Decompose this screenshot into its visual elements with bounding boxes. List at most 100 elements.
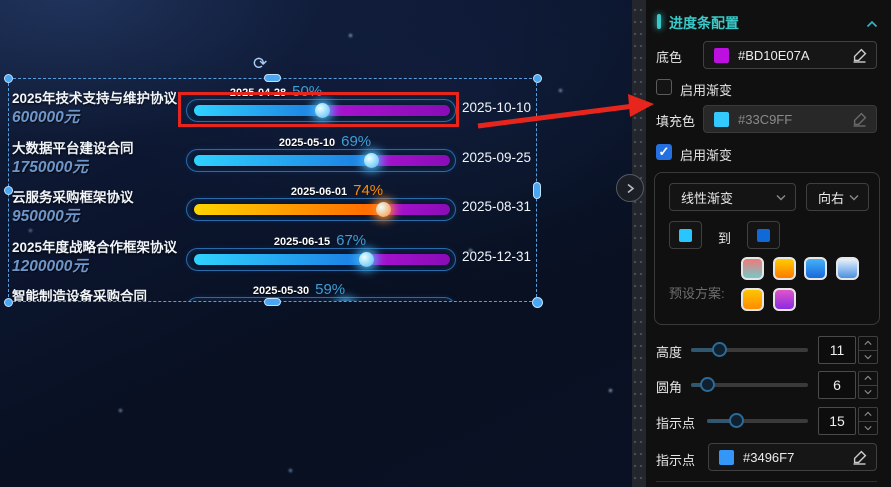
base-color-label: 底色 xyxy=(656,50,683,65)
preset-gradient-swatch[interactable] xyxy=(772,288,796,311)
base-color-swatch[interactable] xyxy=(714,47,729,63)
collapse-panel-button[interactable] xyxy=(616,174,644,202)
indicator-size-slider[interactable] xyxy=(707,413,808,428)
start-date: 2025-06-01 xyxy=(290,186,348,198)
step-up-button[interactable] xyxy=(859,372,877,386)
contract-label-block: 云服务采购框架协议 950000元 xyxy=(12,188,186,227)
starfield-decoration-bright xyxy=(0,0,1,1)
gradient-to-color-button[interactable] xyxy=(747,221,780,249)
gradient-type-value: 线性渐变 xyxy=(681,190,734,206)
contract-name: 2025年技术支持与维护协议 xyxy=(12,91,178,106)
bar-dateline: 2025-05-30 59% xyxy=(253,281,345,299)
contract-name: 智能制造设备采购合同 xyxy=(12,289,147,301)
step-down-button[interactable] xyxy=(859,351,877,364)
percent-label: 59% xyxy=(315,281,346,298)
radius-slider[interactable] xyxy=(691,377,808,392)
step-up-button[interactable] xyxy=(859,337,877,351)
indicator-size-value[interactable]: 15 xyxy=(818,407,856,435)
bar-remainder xyxy=(322,105,450,116)
indicator-color-value[interactable]: #3496F7 xyxy=(743,449,795,465)
height-label: 高度 xyxy=(656,345,683,360)
contract-amount: 1200000元 xyxy=(12,257,88,275)
selection-handle-right-middle[interactable] xyxy=(533,182,541,199)
contract-label-block: 大数据平台建设合同 1750000元 xyxy=(12,139,186,178)
collapse-section-button[interactable] xyxy=(866,16,878,31)
end-date: 2025-12-31 xyxy=(462,248,532,264)
progress-track xyxy=(186,297,456,301)
fill-color-input[interactable]: #33C9FF xyxy=(703,105,877,133)
indicator-dot xyxy=(364,152,379,168)
section-marker-icon xyxy=(657,14,661,29)
radius-slider-fill xyxy=(691,383,707,387)
enable-gradient-checkbox-on[interactable]: ✓ xyxy=(656,144,672,160)
indicator-size-label: 指示点 xyxy=(656,416,696,431)
contract-name: 云服务采购框架协议 xyxy=(12,190,134,205)
progress-row: 2025年度战略合作框架协议 1200000元 2025-06-15 67% 20… xyxy=(9,230,536,280)
end-date: 2025-09-25 xyxy=(462,149,532,165)
contract-amount: 1750000元 xyxy=(12,158,88,176)
bar-remainder xyxy=(366,253,450,265)
gradient-direction-select[interactable]: 向右 xyxy=(806,183,869,211)
rotate-handle-icon[interactable]: ⟳ xyxy=(253,54,268,73)
selection-handle-left-middle[interactable] xyxy=(4,186,13,195)
indicator-size-stepper xyxy=(858,407,878,435)
indicator-color-swatch[interactable] xyxy=(719,449,734,465)
indicator-dot xyxy=(376,202,391,217)
preset-gradient-swatch[interactable] xyxy=(741,288,764,311)
color-picker-icon[interactable] xyxy=(852,48,867,63)
height-slider[interactable] xyxy=(691,342,808,357)
color-picker-icon[interactable] xyxy=(852,450,867,465)
chevron-right-icon xyxy=(627,183,634,193)
selection-handle-top-right[interactable] xyxy=(533,74,542,83)
contract-name: 大数据平台建设合同 xyxy=(12,140,134,156)
step-down-button[interactable] xyxy=(859,386,877,399)
height-slider-handle[interactable] xyxy=(712,342,727,357)
end-date: 2025-10-10 xyxy=(462,100,532,115)
radius-slider-handle[interactable] xyxy=(700,377,715,392)
contract-name: 2025年度战略合作框架协议 xyxy=(12,239,178,255)
indicator-dot xyxy=(315,103,330,118)
indicator-color-label: 指示点 xyxy=(656,453,696,468)
bar-fill xyxy=(194,154,371,166)
bar-dateline: 2025-06-01 74% xyxy=(291,182,383,200)
gradient-direction-value: 向右 xyxy=(818,190,845,206)
indicator-size-slider-fill xyxy=(707,419,736,423)
selection-handle-top-left[interactable] xyxy=(4,74,13,83)
bar-remainder xyxy=(371,154,450,166)
step-up-button[interactable] xyxy=(859,408,877,422)
selection-handle-bottom-left[interactable] xyxy=(4,298,13,307)
progress-config-panel: 进度条配置 底色 #BD10E07A 启用渐变 填充色 #33C9FF xyxy=(646,0,891,487)
bar-dateline: 2025-05-10 69% xyxy=(279,133,371,151)
selection-handle-top-center[interactable] xyxy=(264,74,281,82)
base-color-input[interactable]: #BD10E07A xyxy=(703,41,877,69)
height-value[interactable]: 11 xyxy=(818,336,856,364)
gradient-from-color-button[interactable] xyxy=(669,221,702,249)
radius-value[interactable]: 6 xyxy=(818,371,856,399)
preset-gradient-swatch[interactable] xyxy=(741,257,764,280)
enable-gradient-checkbox-off[interactable] xyxy=(656,79,672,95)
enable-gradient-label-off: 启用渐变 xyxy=(680,83,733,98)
start-date: 2025-06-15 xyxy=(273,235,331,248)
gradient-to-swatch xyxy=(757,228,770,242)
progress-track xyxy=(186,99,456,122)
preset-gradient-swatch[interactable] xyxy=(804,257,827,280)
gradient-settings-group: 线性渐变 向右 到 预设方案: xyxy=(654,172,880,325)
indicator-dot xyxy=(359,251,374,267)
indicator-size-slider-handle[interactable] xyxy=(729,413,744,428)
start-date: 2025-05-30 xyxy=(252,285,310,297)
contract-label-block: 2025年度战略合作框架协议 1200000元 xyxy=(12,238,186,277)
radius-label: 圆角 xyxy=(656,380,683,395)
panel-title: 进度条配置 xyxy=(669,15,739,31)
contract-amount: 600000元 xyxy=(12,109,80,126)
percent-label: 50% xyxy=(292,83,323,100)
selection-handle-bottom-center[interactable] xyxy=(264,298,281,306)
gradient-type-select[interactable]: 线性渐变 xyxy=(669,183,796,211)
selection-handle-bottom-right[interactable] xyxy=(532,297,543,308)
preset-gradient-swatch[interactable] xyxy=(772,257,796,280)
design-canvas[interactable]: ⟳ 2025年技术支持与维护协议 600000元 2025-04-28 50% 2… xyxy=(0,0,632,487)
indicator-color-input[interactable]: #3496F7 xyxy=(708,443,877,471)
preset-gradient-swatch[interactable] xyxy=(835,257,859,280)
fill-color-swatch xyxy=(714,111,729,127)
step-down-button[interactable] xyxy=(859,422,877,435)
base-color-value[interactable]: #BD10E07A xyxy=(738,47,810,63)
